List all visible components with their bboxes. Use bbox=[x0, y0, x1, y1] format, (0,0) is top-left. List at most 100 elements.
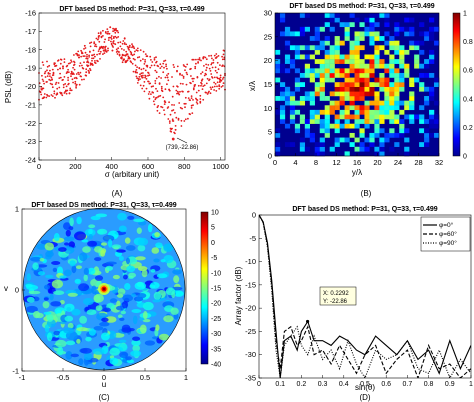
heatmap-cell bbox=[424, 100, 430, 106]
sidelobe-blob bbox=[105, 316, 117, 323]
psl-point bbox=[75, 83, 78, 86]
heatmap-cell bbox=[369, 109, 375, 115]
heatmap-cell bbox=[309, 54, 315, 60]
psl-point bbox=[78, 65, 81, 67]
heatmap-cell bbox=[329, 91, 335, 97]
sidelobe-blob bbox=[109, 347, 120, 356]
x-tick-label: 0.3 bbox=[318, 381, 328, 388]
heatmap-cell bbox=[369, 22, 375, 28]
psl-point bbox=[197, 58, 200, 61]
heatmap-cell bbox=[284, 86, 291, 92]
psl-point bbox=[143, 81, 146, 83]
psl-point bbox=[175, 89, 178, 92]
heatmap-cell bbox=[399, 109, 405, 115]
psl-point bbox=[110, 38, 113, 40]
x-tick-label: -0.5 bbox=[57, 373, 70, 382]
psl-point bbox=[94, 43, 97, 46]
sidelobe-blob bbox=[119, 339, 127, 343]
sidelobe-blob bbox=[135, 256, 146, 261]
heatmap-cell bbox=[349, 100, 355, 106]
psl-point bbox=[153, 64, 156, 67]
sidelobe-blob bbox=[55, 339, 67, 348]
psl-point bbox=[85, 57, 88, 60]
heatmap-cell bbox=[334, 82, 340, 87]
y-tick-label: -5 bbox=[249, 234, 256, 243]
heatmap-cell bbox=[384, 13, 390, 18]
heatmap-cell bbox=[369, 86, 375, 92]
psl-point bbox=[203, 65, 205, 67]
heatmap-cell bbox=[309, 45, 315, 51]
psl-point bbox=[183, 102, 186, 105]
heatmap-cell bbox=[399, 128, 405, 134]
psl-point bbox=[181, 107, 184, 110]
psl-point bbox=[213, 76, 216, 79]
heatmap-cell bbox=[409, 114, 415, 120]
psl-point bbox=[163, 109, 165, 111]
sidelobe-blob bbox=[128, 272, 137, 278]
heatmap-cell bbox=[379, 72, 385, 78]
heatmap-cell bbox=[389, 96, 395, 101]
heatmap-cell bbox=[359, 119, 365, 124]
legend-label-phi0: φ=0° bbox=[439, 221, 454, 229]
heatmap-cell bbox=[329, 109, 335, 115]
sidelobe-blob bbox=[78, 358, 84, 366]
psl-point bbox=[78, 83, 81, 86]
heatmap-cell bbox=[429, 49, 435, 55]
heatmap-cell bbox=[409, 40, 415, 46]
psl-point bbox=[147, 74, 149, 77]
heatmap-cell bbox=[309, 132, 315, 138]
heatmap-cell bbox=[284, 68, 291, 74]
panel-c-ylabel: v bbox=[4, 284, 8, 293]
sidelobe-blob bbox=[56, 266, 64, 276]
heatmap-cell bbox=[384, 63, 390, 69]
psl-point bbox=[192, 87, 195, 90]
x-tick-label: 0.2 bbox=[297, 381, 307, 388]
psl-point bbox=[142, 67, 145, 70]
sidelobe-blob bbox=[50, 301, 62, 307]
psl-point bbox=[57, 82, 60, 84]
psl-point bbox=[42, 87, 45, 90]
heatmap-cell bbox=[344, 105, 350, 111]
sidelobe-blob bbox=[28, 290, 41, 295]
heatmap-cell bbox=[344, 123, 350, 129]
heatmap-cell bbox=[314, 26, 320, 32]
psl-point bbox=[73, 73, 75, 75]
heatmap-cell bbox=[329, 77, 335, 83]
psl-point bbox=[218, 85, 221, 88]
panel-d-title: DFT based DS method: P=31, Q=33, τ=0.499 bbox=[292, 206, 437, 213]
heatmap-cell bbox=[319, 119, 325, 124]
heatmap-cell bbox=[399, 45, 405, 51]
heatmap-cell bbox=[339, 91, 345, 97]
psl-point bbox=[163, 60, 165, 62]
heatmap-cell bbox=[429, 31, 435, 37]
sidelobe-blob bbox=[134, 282, 146, 290]
heatmap-cell bbox=[344, 72, 350, 78]
psl-point bbox=[59, 62, 62, 65]
psl-point bbox=[154, 80, 157, 82]
sidelobe-blob bbox=[44, 242, 54, 251]
sidelobe-blob bbox=[131, 293, 136, 297]
psl-point bbox=[126, 59, 129, 62]
heatmap-cell bbox=[394, 40, 400, 46]
psl-point bbox=[203, 84, 206, 87]
heatmap-cell bbox=[369, 59, 375, 64]
psl-point bbox=[219, 74, 222, 77]
heatmap-cell bbox=[379, 114, 385, 120]
psl-point bbox=[94, 45, 96, 47]
psl-point bbox=[95, 45, 98, 48]
psl-point bbox=[104, 45, 107, 48]
panel-d-xlabel: sin(θ) bbox=[355, 383, 375, 392]
x-tick-label: 200 bbox=[69, 162, 82, 171]
heatmap-cell bbox=[299, 119, 306, 124]
psl-point bbox=[165, 63, 168, 66]
panel-a-ylabel: PSL (dB) bbox=[4, 71, 13, 103]
heatmap-cell bbox=[364, 91, 370, 97]
heatmap-cell bbox=[334, 128, 340, 134]
sidelobe-blob bbox=[42, 301, 50, 309]
heatmap-cell bbox=[359, 31, 365, 37]
heatmap-cell bbox=[394, 45, 400, 51]
heatmap-cell bbox=[319, 96, 325, 101]
psl-point bbox=[135, 75, 138, 78]
heatmap-cell bbox=[344, 59, 350, 64]
psl-point bbox=[205, 91, 208, 94]
